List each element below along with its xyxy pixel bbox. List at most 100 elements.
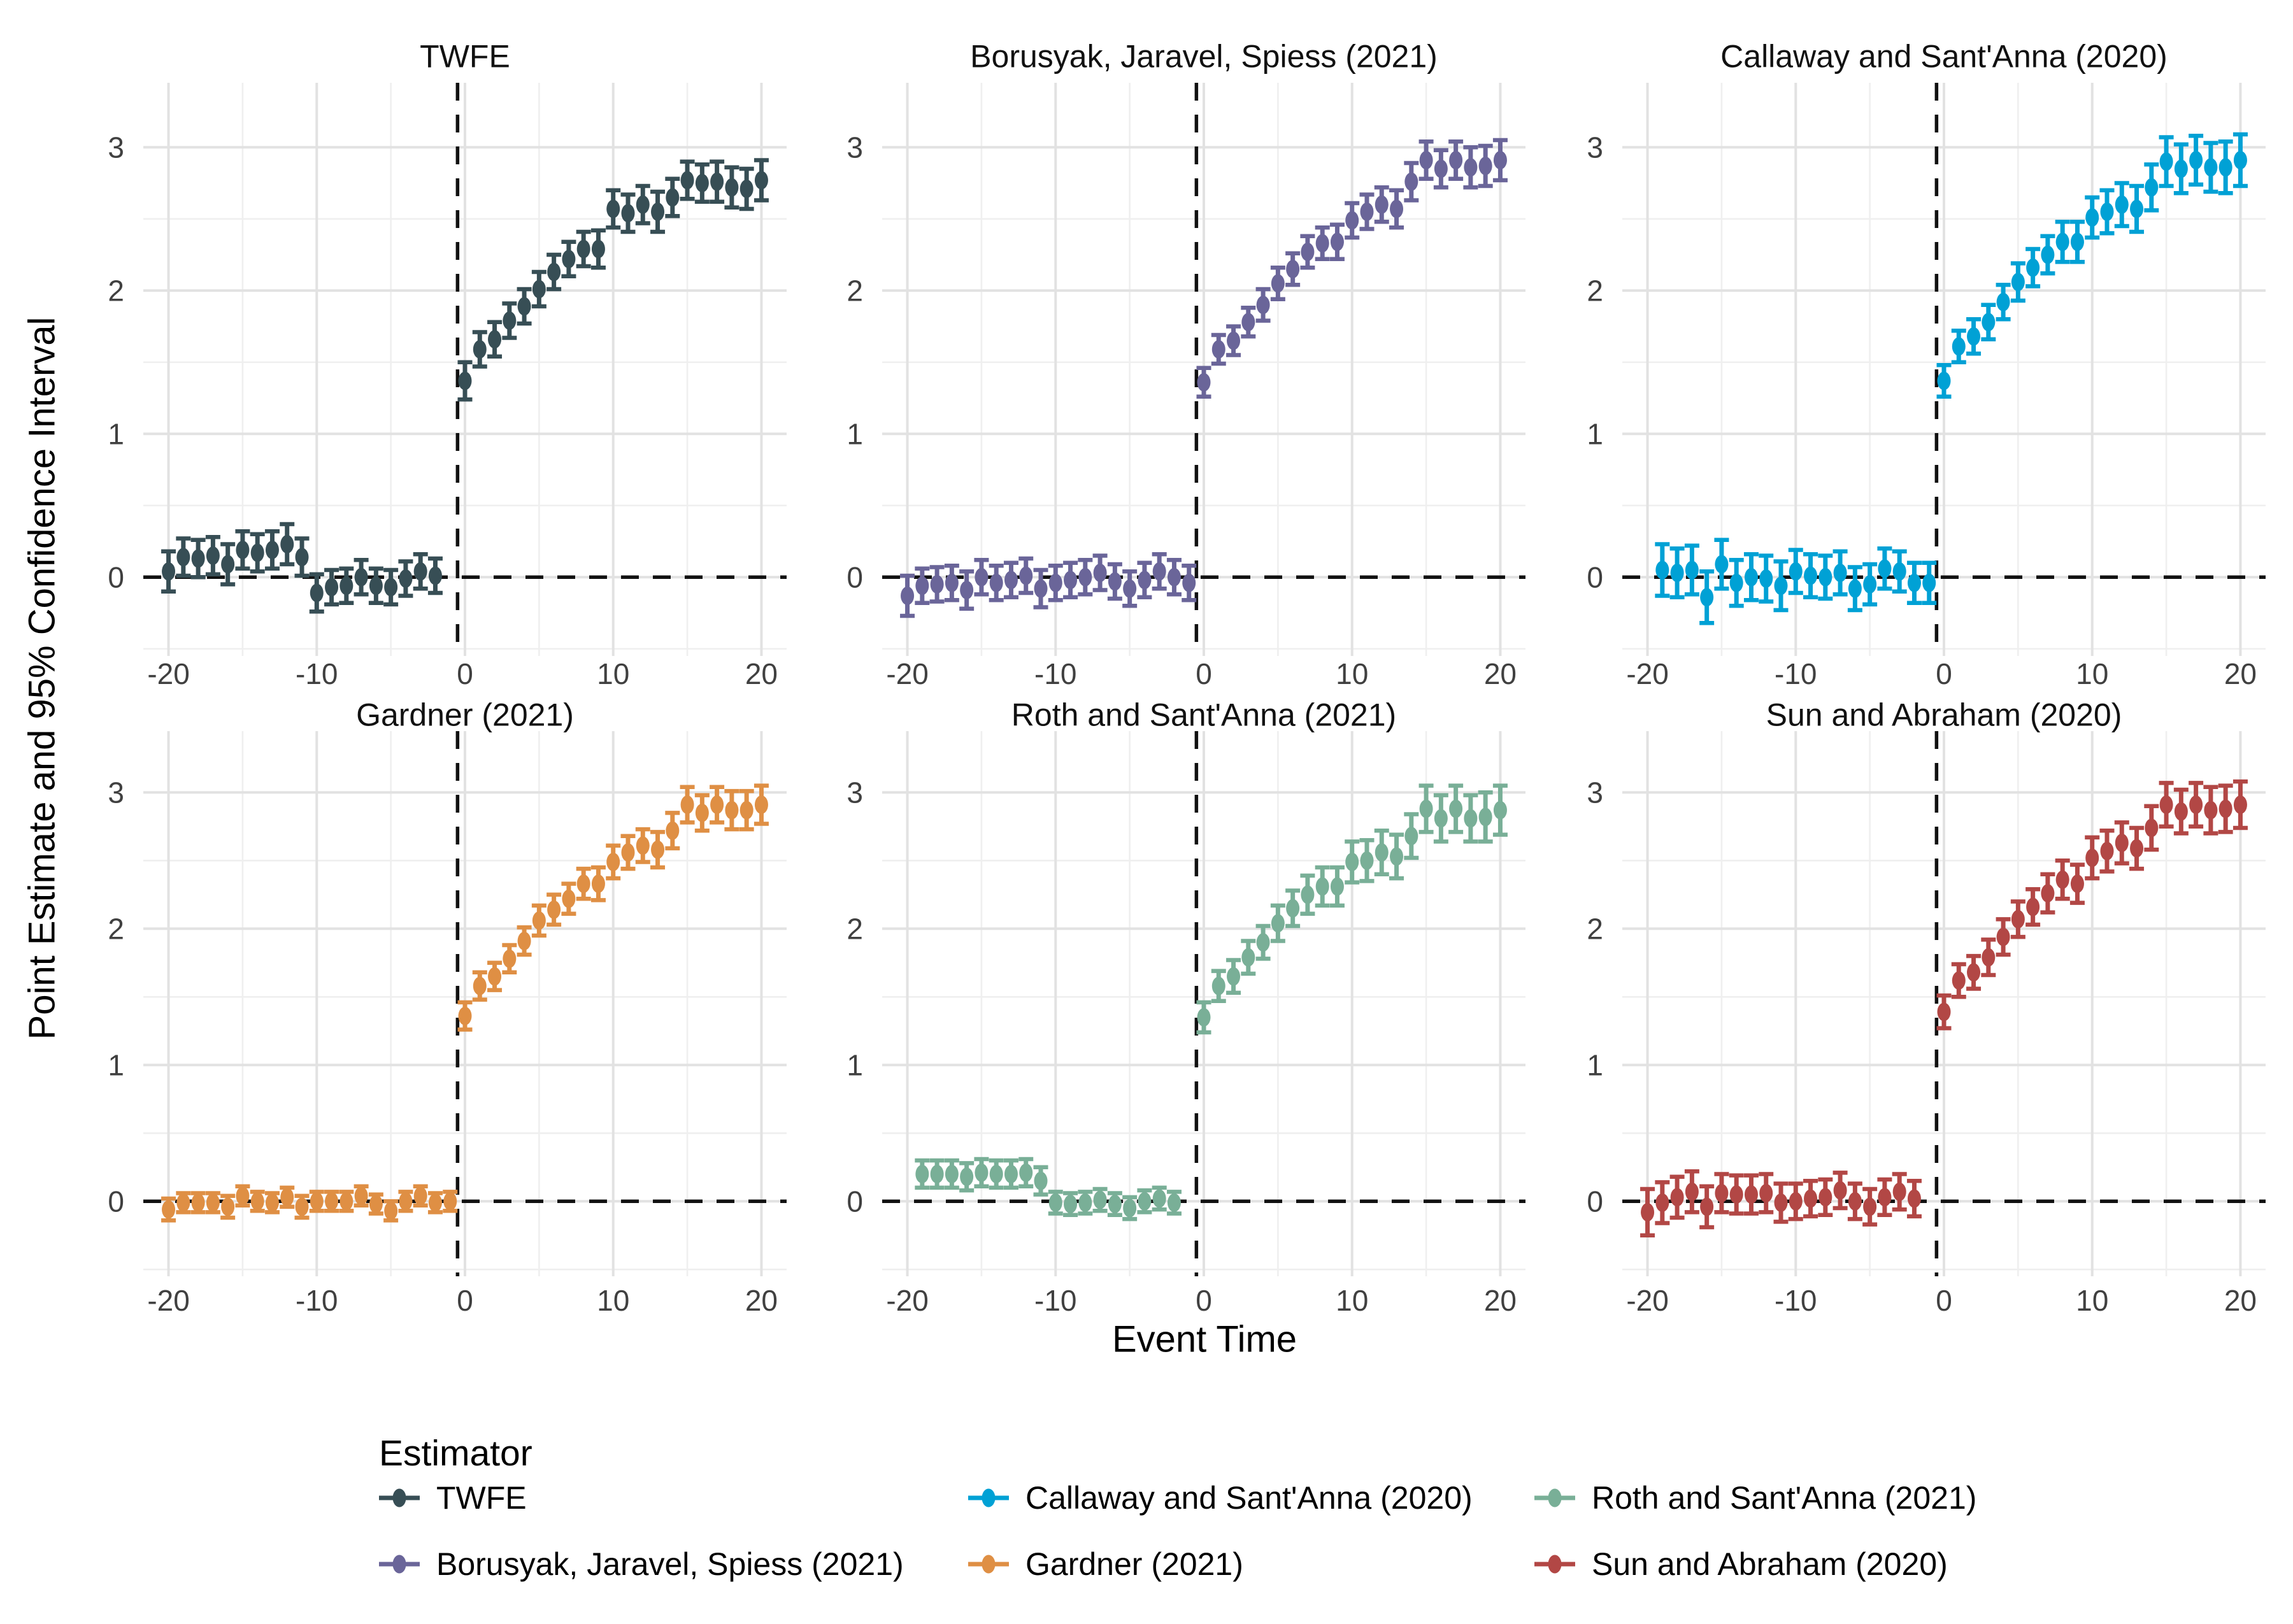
pointrange bbox=[250, 1190, 265, 1213]
pointrange bbox=[665, 811, 680, 851]
pointrange bbox=[1003, 560, 1018, 599]
pointrange bbox=[457, 360, 473, 402]
panel-grid bbox=[143, 731, 787, 1276]
pointrange bbox=[413, 552, 428, 591]
pointrange bbox=[1877, 1177, 1892, 1217]
pointrange bbox=[2159, 781, 2174, 829]
pointrange bbox=[2189, 781, 2204, 829]
pointrange bbox=[1078, 1190, 1093, 1216]
pointrange bbox=[754, 783, 769, 826]
pointrange bbox=[1788, 548, 1803, 595]
pointrange bbox=[650, 189, 666, 234]
pointrange bbox=[1315, 225, 1330, 261]
pointrange bbox=[1847, 565, 1862, 613]
panel-callaway-and-sant-anna-2020: Callaway and Sant'Anna (2020)-20 -10 0 10 20… bbox=[1587, 39, 2266, 690]
pointrange bbox=[1433, 148, 1448, 190]
pointrange bbox=[1374, 185, 1389, 224]
pointrange bbox=[190, 1191, 206, 1214]
y-tick-label: 1 bbox=[1587, 417, 1603, 450]
pointrange bbox=[1714, 1172, 1729, 1214]
pointrange bbox=[487, 960, 503, 992]
x-tick-label: 0 bbox=[1936, 1284, 1952, 1317]
x-tick-label: -20 bbox=[886, 657, 928, 690]
pointrange bbox=[1729, 558, 1744, 608]
y-tick-label: 0 bbox=[108, 560, 124, 594]
pointrange bbox=[1018, 1157, 1034, 1189]
pointrange bbox=[339, 1190, 354, 1213]
pointrange bbox=[1448, 139, 1464, 181]
pointrange bbox=[1743, 1173, 1759, 1216]
pointrange bbox=[250, 532, 265, 574]
pointrange bbox=[487, 320, 503, 359]
pointrange bbox=[413, 1184, 428, 1207]
pointrange bbox=[427, 1191, 443, 1214]
pointrange bbox=[1255, 923, 1271, 961]
panel-points bbox=[1640, 779, 2248, 1238]
pointrange bbox=[1996, 917, 2011, 957]
pointrange bbox=[2218, 139, 2233, 196]
y-tick-label: 1 bbox=[1587, 1048, 1603, 1081]
panel-gardner-2021: Gardner (2021) -20 -10 0 10 20 0 1 2 3 bbox=[108, 697, 787, 1317]
pointrange bbox=[1389, 188, 1404, 230]
pointrange bbox=[710, 159, 725, 204]
pointrange bbox=[1092, 1186, 1108, 1213]
pointrange bbox=[606, 843, 621, 881]
pointrange bbox=[1107, 562, 1122, 601]
pointrange bbox=[324, 1190, 339, 1213]
x-tick-label: 20 bbox=[2224, 1284, 2257, 1317]
pointrange bbox=[1196, 1000, 1211, 1035]
pointrange bbox=[1359, 837, 1375, 883]
pointrange bbox=[2144, 804, 2159, 852]
panel-title: Borusyak, Jaravel, Spiess (2021) bbox=[970, 39, 1438, 75]
pointrange bbox=[1418, 139, 1434, 181]
pointrange bbox=[944, 1158, 959, 1190]
pointrange bbox=[1137, 1188, 1152, 1214]
pointrange bbox=[1033, 1165, 1048, 1197]
x-tick-label: 10 bbox=[597, 657, 629, 690]
pointrange bbox=[2189, 134, 2204, 187]
pointrange bbox=[1300, 873, 1315, 916]
pointrange bbox=[2085, 195, 2100, 240]
x-tick-label: -10 bbox=[1034, 1284, 1076, 1317]
x-tick-label: 20 bbox=[1484, 1284, 1517, 1317]
pointrange bbox=[1226, 324, 1241, 357]
pointrange bbox=[235, 1184, 250, 1207]
x-tick-label: 20 bbox=[745, 1284, 778, 1317]
pointrange bbox=[1033, 567, 1048, 609]
pointrange bbox=[1092, 553, 1108, 592]
pointrange bbox=[294, 536, 310, 578]
panel-title: Callaway and Sant'Anna (2020) bbox=[1720, 39, 2168, 75]
panel-grid bbox=[882, 83, 1525, 656]
pointrange bbox=[1211, 969, 1226, 1003]
pointrange bbox=[959, 1161, 975, 1193]
pointrange bbox=[1003, 1158, 1018, 1190]
pointrange bbox=[739, 166, 754, 211]
pointrange bbox=[1951, 962, 1966, 999]
pointrange bbox=[1122, 1195, 1138, 1222]
x-tick-label: -10 bbox=[1034, 657, 1076, 690]
pointrange bbox=[220, 1193, 236, 1220]
pointrange bbox=[710, 785, 725, 825]
pointrange bbox=[2085, 835, 2100, 881]
pointrange bbox=[1981, 937, 1996, 978]
y-tick-label: 1 bbox=[846, 1048, 863, 1081]
pointrange bbox=[2173, 787, 2189, 836]
pointrange bbox=[561, 239, 576, 278]
pointrange bbox=[1906, 1178, 1922, 1219]
pointrange bbox=[1122, 569, 1138, 608]
pointrange bbox=[1152, 1185, 1167, 1212]
pointrange bbox=[1818, 553, 1833, 601]
pointrange bbox=[1669, 546, 1685, 599]
pointrange bbox=[989, 564, 1004, 602]
pointrange bbox=[1270, 266, 1285, 301]
pointrange bbox=[1478, 143, 1493, 189]
pointrange bbox=[576, 866, 591, 901]
pointrange bbox=[1714, 538, 1729, 591]
pointrange bbox=[1699, 1184, 1715, 1230]
pointrange bbox=[620, 834, 636, 871]
pointrange bbox=[2173, 142, 2189, 196]
x-tick-label: -20 bbox=[1626, 1284, 1668, 1317]
pointrange bbox=[309, 1190, 324, 1213]
x-tick-label: 20 bbox=[1484, 657, 1517, 690]
panel-points bbox=[915, 783, 1508, 1222]
